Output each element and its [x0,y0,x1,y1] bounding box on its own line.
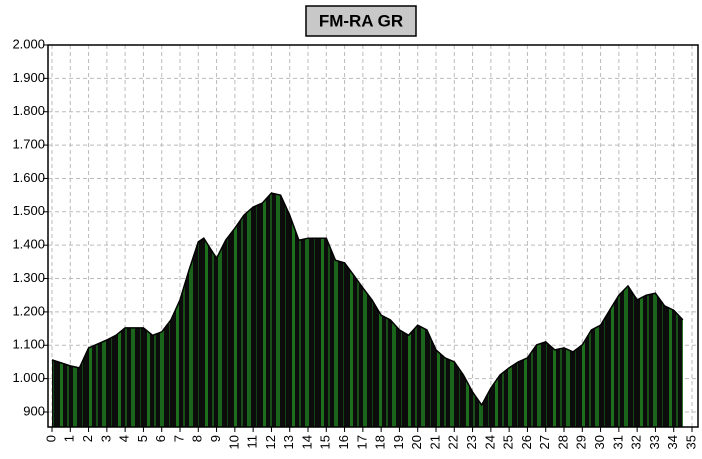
x-tick-label: 31 [610,435,625,449]
y-tick-label: 2.000 [12,36,45,51]
x-tick-label: 7 [171,435,186,442]
area-line [51,192,684,407]
x-tick-label: 22 [446,435,461,449]
y-tick-label: 1.900 [12,70,45,85]
x-tick-label: 34 [665,435,680,449]
y-tick-label: 1.300 [12,270,45,285]
x-tick-label: 4 [117,435,132,442]
x-tick-label: 23 [464,435,479,449]
x-tick-label: 21 [427,435,442,449]
x-tick-label: 27 [537,435,552,449]
x-tick-label: 13 [281,435,296,449]
y-tick-label: 1.800 [12,103,45,118]
y-tick-label: 1.400 [12,237,45,252]
x-tick-label: 9 [208,435,223,442]
x-tick-label: 6 [153,435,168,442]
x-tick-label: 0 [43,435,58,442]
title-box [305,5,417,37]
x-tick-label: 10 [226,435,241,449]
x-tick-label: 19 [391,435,406,449]
y-tick-label: 1.200 [12,303,45,318]
x-tick-label: 29 [574,435,589,449]
x-tick-label: 11 [245,435,260,449]
x-tick-label: 28 [555,435,570,449]
chart-title: FM-RA GR [319,11,403,30]
x-tick-label: 2 [80,435,95,442]
y-tick-label: 1.700 [12,137,45,152]
x-tick-label: 17 [354,435,369,449]
x-tick-label: 32 [629,435,644,449]
x-tick-label: 25 [501,435,516,449]
x-tick-label: 15 [318,435,333,449]
y-tick-label: 1.500 [12,203,45,218]
x-tick-label: 5 [135,435,150,442]
x-tick-label: 1 [62,435,77,442]
x-tick-label: 33 [647,435,662,449]
y-tick-label: 1.000 [12,370,45,385]
x-tick-label: 24 [482,435,497,449]
x-tick-label: 16 [336,435,351,449]
x-tick-label: 20 [409,435,424,449]
x-tick-label: 8 [190,435,205,442]
x-tick-label: 30 [592,435,607,449]
area-fill [52,193,683,427]
y-tick-label: 1.100 [12,337,45,352]
x-tick-label: 26 [519,435,534,449]
x-tick-label: 18 [373,435,388,449]
y-tick-label: 1.600 [12,170,45,185]
plot-frame [47,44,699,428]
x-tick-label: 35 [683,435,698,449]
x-tick-label: 12 [263,435,278,449]
x-tick-label: 3 [98,435,113,442]
x-tick-label: 14 [299,435,314,449]
y-tick-label: 900 [23,403,45,418]
